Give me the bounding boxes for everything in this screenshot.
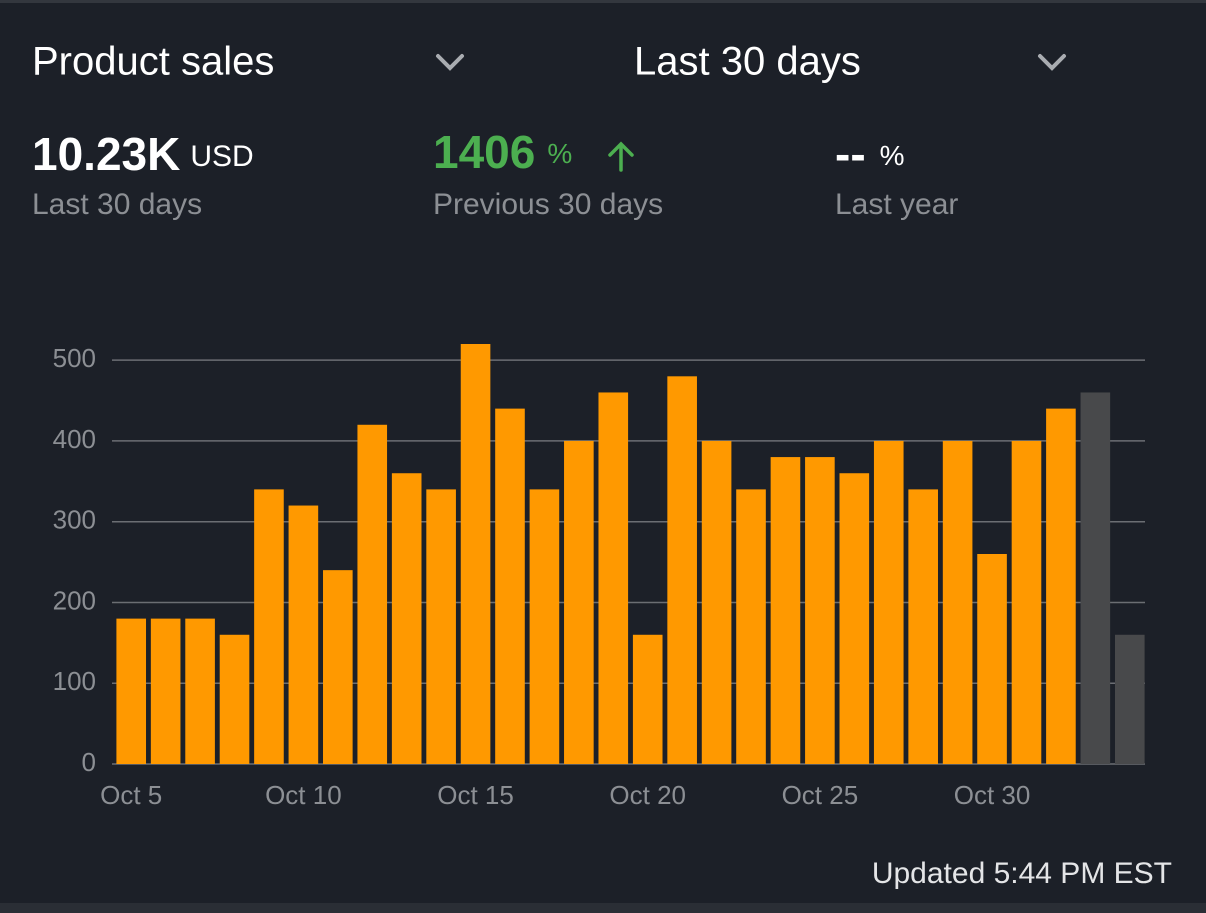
top-border — [0, 0, 1206, 3]
bar — [598, 392, 629, 764]
stat-label: Previous 30 days — [433, 188, 663, 221]
bar — [460, 344, 491, 764]
bar — [426, 489, 456, 764]
bar-chart: 0 100 200 300 400 500 Oct 5 Oct 10 Oct 15 Oct 20 O… — [53, 343, 1145, 810]
y-tick-label: 0 — [82, 747, 96, 777]
bar — [185, 618, 215, 764]
stat-label: Last year — [835, 188, 958, 221]
x-tick-label: Oct 15 — [437, 780, 514, 810]
bar — [1114, 634, 1145, 764]
bar — [805, 457, 835, 764]
stat-value: 1406 — [433, 126, 535, 178]
period-dropdown[interactable]: Last 30 days — [634, 40, 861, 84]
chevron[interactable] — [436, 54, 464, 71]
x-tick-label: Oct 5 — [100, 780, 162, 810]
bar — [116, 618, 147, 764]
bar — [288, 505, 319, 764]
stat-value: 10.23K — [32, 128, 180, 180]
bar — [1046, 408, 1076, 764]
bar — [942, 440, 973, 764]
bar — [977, 554, 1007, 764]
bar — [564, 440, 594, 764]
bar — [150, 618, 181, 764]
stat-value: 1406% — [433, 126, 572, 178]
stat-unit: % — [547, 138, 572, 169]
chevron[interactable] — [1038, 54, 1066, 71]
y-tick-label: 400 — [53, 424, 96, 454]
stat-value: --% — [835, 128, 905, 180]
y-tick-label: 300 — [53, 505, 96, 535]
metric-dropdown[interactable]: Product sales — [32, 40, 274, 84]
x-tick-label: Oct 30 — [954, 780, 1031, 810]
stat-value: -- — [835, 128, 866, 180]
stat-unit: USD — [190, 140, 253, 173]
bar — [667, 376, 697, 764]
bar — [219, 634, 250, 764]
bar — [873, 440, 904, 764]
bar — [908, 489, 938, 764]
bar — [839, 473, 870, 764]
bar — [770, 457, 801, 764]
bar — [357, 424, 388, 764]
y-tick-label: 500 — [53, 343, 96, 373]
y-tick-label: 200 — [53, 585, 96, 615]
x-tick-label: Oct 10 — [265, 780, 342, 810]
stat-value: 10.23K USD — [32, 128, 254, 180]
bar — [1080, 392, 1111, 764]
bar — [529, 489, 560, 764]
x-tick-label: Oct 25 — [782, 780, 859, 810]
x-tick-label: Oct 20 — [609, 780, 686, 810]
y-tick-label: 100 — [53, 666, 96, 696]
updated-time: Updated 5:44 PM EST — [872, 857, 1172, 890]
up-arrow — [608, 141, 634, 172]
bar — [701, 440, 732, 764]
bar — [391, 473, 422, 764]
bottom-border — [0, 903, 1206, 913]
stat-label: Last 30 days — [32, 188, 202, 221]
bar — [495, 408, 525, 764]
stat-unit: % — [880, 140, 905, 171]
bar — [1011, 440, 1042, 764]
bar — [323, 570, 353, 764]
bar — [632, 634, 663, 764]
bar — [254, 489, 284, 764]
bar — [736, 489, 766, 764]
